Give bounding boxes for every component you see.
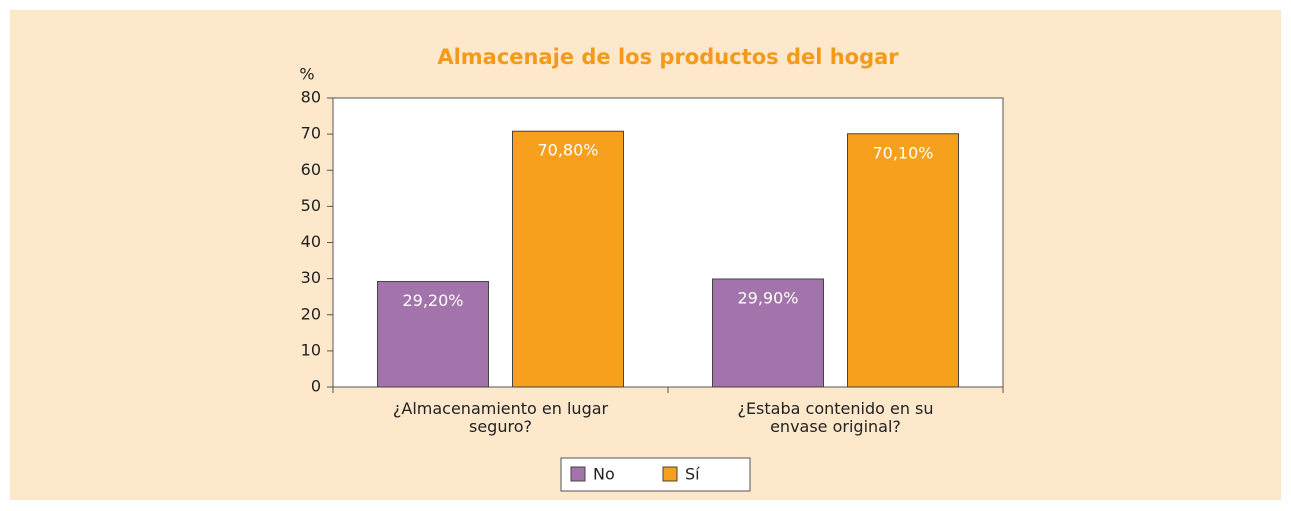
y-tick-label: 30: [301, 268, 321, 287]
x-tick-label: ¿Estaba contenido en su envase original?: [737, 399, 934, 436]
bar: [847, 133, 959, 388]
legend-label: No: [593, 465, 615, 484]
legend-swatch: [662, 466, 678, 482]
y-tick-label: 20: [301, 304, 321, 323]
y-tick-label: 10: [301, 340, 321, 359]
data-label: 29,20%: [402, 291, 463, 310]
chart-title: Almacenaje de los productos del hogar: [437, 45, 899, 69]
bar: [377, 281, 489, 388]
data-label: 29,90%: [737, 288, 798, 307]
y-tick-label: 0: [311, 377, 321, 396]
x-tick-label: ¿Almacenamiento en lugar seguro?: [392, 399, 609, 436]
legend-box: [560, 457, 751, 492]
y-tick-label: 50: [301, 196, 321, 215]
y-tick-label: 60: [301, 160, 321, 179]
legend-label: Sí: [685, 465, 700, 484]
y-tick-label: 80: [301, 88, 321, 107]
data-label: 70,10%: [872, 143, 933, 162]
y-axis-label: %: [299, 65, 314, 84]
legend-swatch: [570, 466, 586, 482]
y-tick-label: 70: [301, 124, 321, 143]
bar: [712, 278, 824, 388]
bar: [512, 130, 624, 388]
data-label: 70,80%: [537, 141, 598, 160]
y-tick-label: 40: [301, 232, 321, 251]
